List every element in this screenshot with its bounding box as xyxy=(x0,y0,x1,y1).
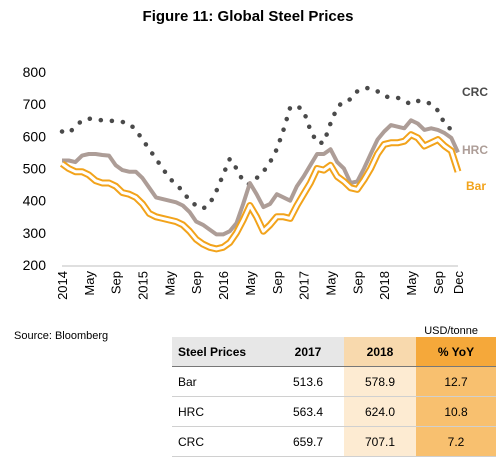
table-header-row: Steel Prices 2017 2018 % YoY xyxy=(172,337,496,367)
x-tick-label: May xyxy=(82,271,97,296)
x-tick-label: Sep xyxy=(431,271,446,294)
value-2017: 563.4 xyxy=(272,396,344,427)
line-hrc xyxy=(62,118,460,237)
x-tick-label: May xyxy=(404,271,419,296)
row-name: HRC xyxy=(172,396,272,427)
y-tick-label: 500 xyxy=(23,161,47,177)
value-yoy: 12.7 xyxy=(416,366,496,397)
value-2018: 578.9 xyxy=(344,366,416,397)
x-tick-label: Dec xyxy=(451,271,466,295)
x-tick-label: 2017 xyxy=(297,271,312,300)
row-name: CRC xyxy=(172,426,272,457)
x-tick-label: 2016 xyxy=(216,271,231,300)
value-2017: 513.6 xyxy=(272,366,344,397)
table-row: CRC 659.7 707.1 7.2 xyxy=(172,426,496,457)
y-tick-label: 800 xyxy=(23,64,47,80)
legend-label-bar: Bar xyxy=(466,179,486,193)
y-tick-label: 300 xyxy=(23,225,47,241)
y-tick-label: 600 xyxy=(23,128,47,144)
value-yoy: 10.8 xyxy=(416,396,496,427)
header-2017: 2017 xyxy=(272,337,344,367)
line-bar-inner xyxy=(61,133,460,251)
value-2018: 624.0 xyxy=(344,396,416,427)
table-row: Bar 513.6 578.9 12.7 xyxy=(172,366,496,397)
table-row: HRC 563.4 624.0 10.8 xyxy=(172,396,496,427)
chart-title: Figure 11: Global Steel Prices xyxy=(142,8,354,25)
x-tick-label: Sep xyxy=(270,271,285,294)
series-lines xyxy=(59,85,462,253)
header-2018: 2018 xyxy=(344,337,416,367)
steel-price-chart: 200 300 400 500 600 700 800 2014 May Sep 2015 May S… xyxy=(23,64,489,300)
x-tick-label: 2018 xyxy=(377,271,392,300)
y-tick-label: 700 xyxy=(23,96,47,112)
row-name: Bar xyxy=(172,366,272,397)
header-steel-prices: Steel Prices xyxy=(172,337,272,367)
y-tick-label: 200 xyxy=(23,257,47,273)
x-tick-label: Sep xyxy=(350,271,365,294)
x-axis: 2014 May Sep 2015 May Sep 2016 May Sep 2017 May Sep… xyxy=(55,265,466,300)
series-labels: CRC HRC Bar xyxy=(462,85,488,193)
y-tick-label: 400 xyxy=(23,193,47,209)
x-tick-label: Sep xyxy=(109,271,124,294)
x-tick-label: 2014 xyxy=(55,271,70,300)
header-yoy: % YoY xyxy=(416,337,496,367)
y-axis: 200 300 400 500 600 700 800 xyxy=(23,64,47,273)
x-tick-label: Sep xyxy=(189,271,204,294)
legend-label-hrc: HRC xyxy=(462,143,488,157)
unit-label: USD/tonne xyxy=(424,325,478,337)
source-note: Source: Bloomberg xyxy=(14,330,109,342)
x-tick-label: May xyxy=(323,271,338,296)
value-yoy: 7.2 xyxy=(416,426,496,457)
legend-label-crc: CRC xyxy=(462,85,488,99)
steel-price-table: Steel Prices 2017 2018 % YoY Bar 513.6 5… xyxy=(172,337,496,457)
x-tick-label: 2015 xyxy=(136,271,151,300)
value-2018: 707.1 xyxy=(344,426,416,457)
value-2017: 659.7 xyxy=(272,426,344,457)
x-tick-label: May xyxy=(243,271,258,296)
x-tick-label: May xyxy=(162,271,177,296)
